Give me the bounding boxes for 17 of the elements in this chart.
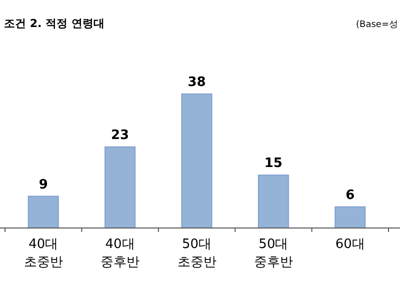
- data-label: 9: [38, 177, 48, 192]
- bar: [181, 94, 212, 228]
- data-label: 38: [188, 75, 206, 90]
- x-tick-label: 60대: [335, 237, 365, 252]
- bar: [28, 196, 59, 228]
- bar: [258, 174, 289, 228]
- x-tick-label: 40대 초중반: [24, 237, 63, 270]
- x-tick-label: 50대 초중반: [177, 237, 216, 270]
- data-label: 23: [111, 128, 130, 143]
- bar: [104, 146, 136, 228]
- data-label: 15: [264, 156, 282, 172]
- x-tick-label: 40대 중후반: [100, 237, 140, 270]
- chart-title: 조건 2. 적정 연령대: [4, 17, 104, 30]
- x-tick-label: 50대 중후반: [254, 237, 293, 270]
- data-label: 6: [346, 188, 355, 203]
- text: (Base=성: [356, 20, 398, 30]
- bar: [334, 206, 366, 228]
